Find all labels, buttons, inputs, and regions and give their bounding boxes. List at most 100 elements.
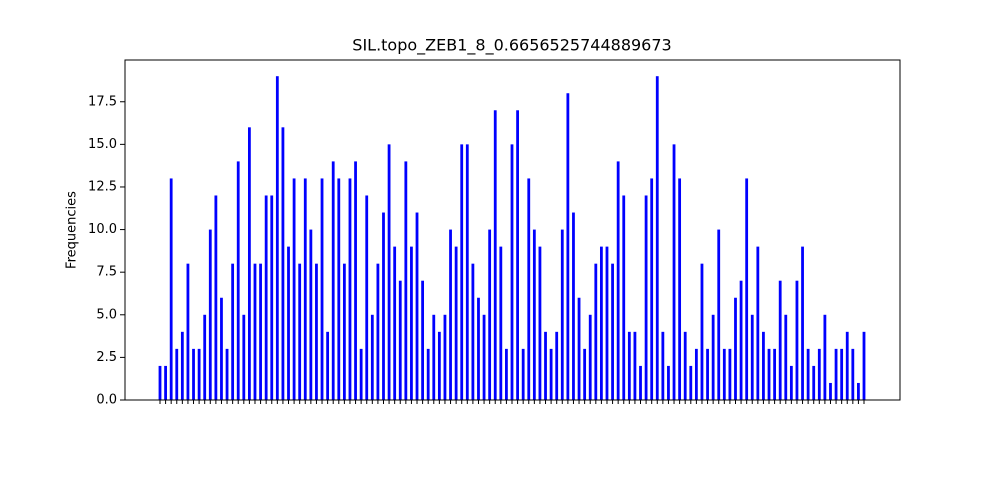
bar: [650, 178, 654, 400]
bar: [471, 263, 475, 400]
bar: [477, 297, 480, 400]
bar: [404, 161, 408, 400]
bar: [281, 127, 285, 400]
bar: [259, 263, 262, 400]
bar: [220, 297, 223, 400]
bar: [544, 331, 547, 400]
bar: [829, 382, 832, 400]
bar: [348, 178, 352, 400]
bar: [717, 229, 721, 400]
bar: [180, 331, 184, 400]
bar: [247, 127, 251, 400]
bar: [739, 280, 743, 400]
bar: [706, 348, 709, 400]
bar: [728, 348, 732, 400]
bar: [337, 178, 341, 400]
bar: [555, 331, 559, 400]
bar: [437, 331, 441, 400]
bar: [834, 348, 838, 400]
bar: [745, 178, 749, 400]
bar: [778, 280, 782, 400]
y-tick-label: 7.5: [96, 265, 117, 280]
bar: [370, 314, 374, 400]
bar: [538, 246, 542, 400]
bar: [426, 348, 430, 400]
bar: [572, 212, 575, 400]
bar: [365, 195, 369, 400]
bar: [410, 246, 413, 400]
bar: [750, 314, 754, 400]
bar: [689, 365, 693, 400]
bar: [683, 331, 687, 400]
bar: [773, 348, 777, 400]
bar: [415, 212, 419, 400]
plot-frame: [124, 59, 901, 401]
bar: [588, 314, 592, 400]
bar: [505, 348, 508, 400]
bar: [784, 314, 788, 400]
chart-title: SIL.topo_ZEB1_8_0.6656525744889673: [352, 36, 671, 56]
bar: [499, 246, 503, 400]
bar: [488, 229, 492, 400]
y-tick-label: 5.0: [96, 307, 117, 322]
bar: [862, 331, 866, 400]
bar: [667, 365, 670, 400]
bar: [214, 195, 218, 400]
bar: [767, 348, 771, 400]
bar: [225, 348, 229, 400]
bar: [203, 314, 207, 400]
bar: [242, 314, 246, 400]
bar: [164, 365, 167, 400]
y-tick-label: 10.0: [88, 222, 117, 237]
bar: [275, 76, 279, 400]
bar: [465, 144, 469, 400]
bar: [734, 297, 737, 400]
bar: [303, 178, 307, 400]
bar: [851, 348, 855, 400]
bar: [806, 348, 810, 400]
bar: [186, 263, 190, 400]
bar: [789, 365, 793, 400]
bar: [722, 348, 726, 400]
bar: [309, 229, 313, 400]
bar: [622, 195, 626, 400]
bar: [292, 178, 296, 400]
bar: [342, 263, 346, 400]
bar: [454, 246, 458, 400]
bar: [270, 195, 274, 400]
bar: [644, 195, 648, 400]
bar: [315, 263, 318, 400]
y-tick-label: 2.5: [96, 350, 117, 365]
bar: [840, 348, 844, 400]
bar: [823, 314, 827, 400]
bar: [376, 263, 380, 400]
bar: [678, 178, 682, 400]
bar: [482, 314, 486, 400]
bar: [158, 365, 162, 400]
bar: [605, 246, 609, 400]
bar: [756, 246, 760, 400]
bar: [320, 178, 324, 400]
bar: [382, 212, 385, 400]
bar: [812, 365, 816, 400]
bar: [326, 331, 330, 400]
bar: [694, 348, 698, 400]
bar: [521, 348, 525, 400]
bar: [460, 144, 464, 400]
bar: [398, 280, 402, 400]
bar: [583, 348, 587, 400]
bar: [387, 144, 391, 400]
bar: [421, 280, 425, 400]
bar: [857, 382, 860, 400]
bar: [655, 76, 659, 400]
bar: [393, 246, 397, 400]
bar: [639, 365, 642, 400]
bar: [208, 229, 212, 400]
y-tick-label: 17.5: [88, 94, 117, 109]
bar: [443, 314, 447, 400]
bar: [566, 93, 570, 400]
bar: [449, 229, 452, 400]
bar: [616, 161, 620, 400]
bar: [331, 161, 335, 400]
